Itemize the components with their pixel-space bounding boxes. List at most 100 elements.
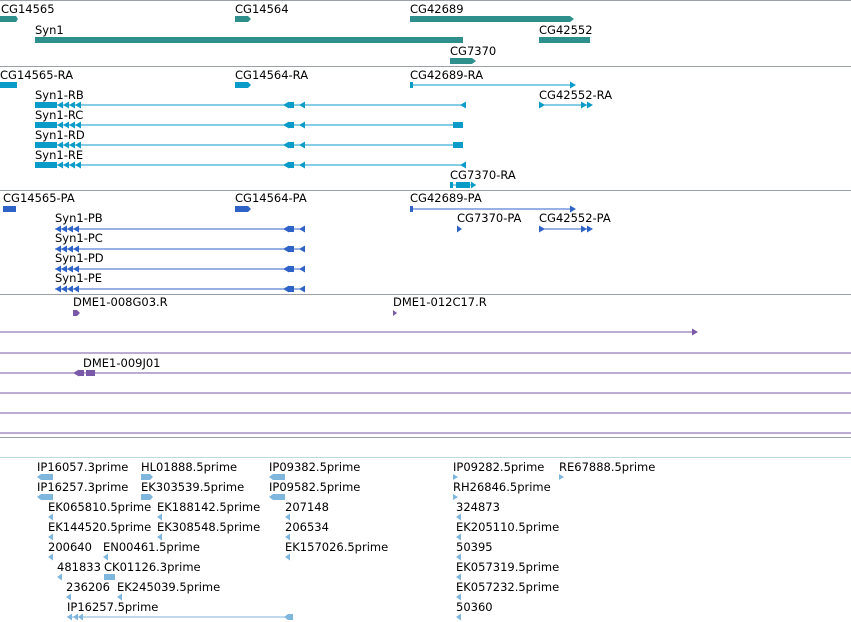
protein-feature[interactable]: Syn1-PE bbox=[55, 271, 305, 293]
protein-feature[interactable]: CG42552-PA bbox=[539, 211, 611, 233]
feature-label: 324873 bbox=[456, 500, 500, 514]
feature-label: Syn1 bbox=[35, 23, 64, 37]
est-feature[interactable]: EK057232.5prime bbox=[456, 580, 559, 601]
transcript-feature[interactable]: CG14564-RA bbox=[235, 68, 308, 88]
feature-label: IP09282.5prime bbox=[453, 460, 544, 474]
feature-label: Syn1-PE bbox=[55, 271, 102, 285]
clone-feature[interactable]: DME1-009J01 bbox=[0, 356, 851, 377]
clone-feature[interactable]: DME1-008G03.R bbox=[73, 295, 168, 316]
feature-label: Syn1-PD bbox=[55, 251, 104, 265]
feature-label: EK065810.5prime bbox=[48, 500, 151, 514]
est-feature[interactable]: EK205110.5prime bbox=[456, 520, 559, 541]
transcript-feature[interactable]: CG7370-RA bbox=[450, 168, 516, 189]
feature-label: EK057232.5prime bbox=[456, 580, 559, 594]
est-feature[interactable]: RH26846.5prime bbox=[453, 480, 551, 500]
est-feature[interactable]: 481833 bbox=[57, 560, 101, 581]
clone-span[interactable] bbox=[0, 328, 698, 336]
est-feature[interactable]: EK188142.5prime bbox=[157, 500, 260, 521]
transcript-feature[interactable]: Syn1-RC bbox=[35, 108, 463, 129]
est-feature[interactable]: IP09282.5prime bbox=[453, 460, 544, 480]
feature-label: Syn1-PB bbox=[55, 211, 103, 225]
protein-feature[interactable]: CG14564-PA bbox=[235, 191, 307, 212]
transcript-feature[interactable]: Syn1-RD bbox=[35, 128, 463, 149]
feature-label: EK245039.5prime bbox=[117, 580, 220, 594]
gene-track: CG14565 CG14564 CG42689 Syn1 CG42552 CG7… bbox=[0, 2, 593, 64]
est-feature[interactable]: EK245039.5prime bbox=[117, 580, 220, 601]
feature-label: CG7370 bbox=[450, 44, 496, 58]
transcript-feature[interactable]: CG42552-RA bbox=[539, 88, 612, 109]
est-feature[interactable]: CK01126.3prime bbox=[104, 560, 201, 580]
feature-label: RH26846.5prime bbox=[453, 480, 551, 494]
est-feature[interactable]: 50360 bbox=[456, 600, 493, 621]
feature-label: CG14564-PA bbox=[235, 191, 307, 205]
est-feature[interactable]: IP09582.5prime bbox=[269, 480, 360, 500]
protein-feature[interactable]: Syn1-PC bbox=[55, 231, 305, 253]
feature-label: 50395 bbox=[456, 540, 493, 554]
protein-feature[interactable]: CG7370-PA bbox=[457, 211, 522, 233]
transcript-feature[interactable]: CG42689-RA bbox=[410, 68, 576, 89]
est-feature[interactable]: EK065810.5prime bbox=[48, 500, 151, 521]
protein-feature[interactable]: Syn1-PD bbox=[55, 251, 305, 273]
gene-feature[interactable]: Syn1 bbox=[35, 23, 463, 43]
est-feature[interactable]: EK144520.5prime bbox=[48, 520, 151, 541]
transcript-track: CG14565-RA CG14564-RA CG42689-RA Syn1-RB… bbox=[0, 68, 612, 189]
gene-feature[interactable]: CG42689 bbox=[410, 2, 574, 22]
feature-label: EK205110.5prime bbox=[456, 520, 559, 534]
feature-label: Syn1-RE bbox=[35, 148, 83, 162]
feature-label: DME1-012C17.R bbox=[393, 295, 487, 309]
gene-feature[interactable]: CG14564 bbox=[235, 2, 289, 22]
est-feature[interactable]: 207148 bbox=[285, 500, 329, 521]
feature-label: HL01888.5prime bbox=[141, 460, 237, 474]
est-feature[interactable]: EK157026.5prime bbox=[285, 540, 388, 561]
est-feature[interactable]: EN00461.5prime bbox=[103, 540, 200, 561]
est-feature[interactable]: RE67888.5prime bbox=[559, 460, 655, 480]
feature-label: CG42689-RA bbox=[410, 68, 483, 82]
feature-label: CG42552-RA bbox=[539, 88, 612, 102]
est-feature[interactable]: EK308548.5prime bbox=[157, 520, 260, 541]
est-feature[interactable]: 200640 bbox=[48, 540, 92, 561]
feature-label: EN00461.5prime bbox=[103, 540, 200, 554]
feature-label: CG42552-PA bbox=[539, 211, 611, 225]
transcript-feature[interactable]: CG14565-RA bbox=[0, 68, 73, 88]
feature-label: 207148 bbox=[285, 500, 329, 514]
feature-label: CK01126.3prime bbox=[104, 560, 201, 574]
gene-feature[interactable]: CG7370 bbox=[450, 44, 496, 64]
feature-label: CG14564 bbox=[235, 2, 289, 16]
gene-feature[interactable]: CG42552 bbox=[539, 23, 593, 43]
protein-feature[interactable]: CG14565-PA bbox=[3, 191, 75, 212]
feature-label: CG42689-PA bbox=[410, 191, 482, 205]
gene-feature[interactable]: CG14565 bbox=[0, 2, 55, 22]
transcript-feature[interactable]: Syn1-RE bbox=[35, 148, 466, 169]
est-feature[interactable]: IP16057.3prime bbox=[37, 460, 128, 480]
clone-track: DME1-008G03.R DME1-012C17.R DME1-009J01 bbox=[0, 295, 851, 434]
est-feature[interactable]: IP16257.3prime bbox=[37, 480, 128, 500]
est-feature[interactable]: 236206 bbox=[66, 580, 110, 601]
feature-label: IP16257.5prime bbox=[67, 600, 158, 614]
protein-feature[interactable]: Syn1-PB bbox=[55, 211, 305, 233]
feature-label: CG14564-RA bbox=[235, 68, 308, 82]
est-feature[interactable]: EK057319.5prime bbox=[456, 560, 559, 581]
feature-label: Syn1-RB bbox=[35, 88, 84, 102]
feature-label: EK303539.5prime bbox=[141, 480, 244, 494]
est-feature[interactable]: IP09382.5prime bbox=[269, 460, 360, 480]
feature-label: EK144520.5prime bbox=[48, 520, 151, 534]
feature-label: 236206 bbox=[66, 580, 110, 594]
est-feature[interactable]: HL01888.5prime bbox=[141, 460, 237, 480]
feature-label: DME1-009J01 bbox=[83, 356, 161, 370]
feature-label: CG7370-PA bbox=[457, 211, 522, 225]
feature-label: CG7370-RA bbox=[450, 168, 516, 182]
transcript-feature[interactable]: Syn1-RB bbox=[35, 88, 466, 109]
feature-label: 200640 bbox=[48, 540, 92, 554]
est-feature[interactable]: 50395 bbox=[456, 540, 493, 561]
est-feature[interactable]: EK303539.5prime bbox=[141, 480, 244, 500]
protein-feature[interactable]: CG42689-PA bbox=[410, 191, 576, 213]
feature-label: EK157026.5prime bbox=[285, 540, 388, 554]
feature-label: CG42689 bbox=[410, 2, 464, 16]
est-feature[interactable]: IP16257.5prime bbox=[67, 600, 293, 621]
feature-label: IP16257.3prime bbox=[37, 480, 128, 494]
clone-feature[interactable]: DME1-012C17.R bbox=[393, 295, 487, 316]
est-feature[interactable]: 324873 bbox=[456, 500, 500, 521]
feature-label: 481833 bbox=[57, 560, 101, 574]
est-feature[interactable]: 206534 bbox=[285, 520, 329, 541]
